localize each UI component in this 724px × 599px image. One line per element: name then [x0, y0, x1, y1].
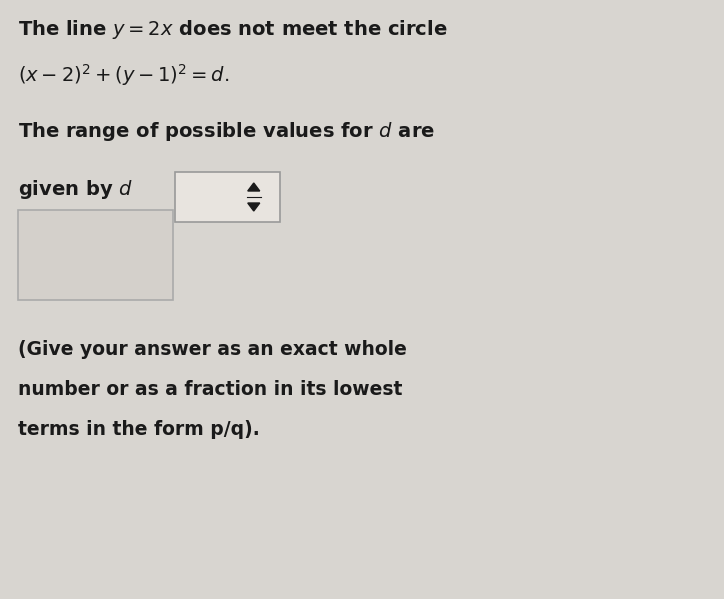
- Text: given by $d$: given by $d$: [18, 178, 133, 201]
- Text: number or as a fraction in its lowest: number or as a fraction in its lowest: [18, 380, 403, 399]
- Text: (Give your answer as an exact whole: (Give your answer as an exact whole: [18, 340, 407, 359]
- Text: terms in the form p/q).: terms in the form p/q).: [18, 420, 260, 439]
- Polygon shape: [248, 183, 260, 191]
- Text: The range of possible values for $d$ are: The range of possible values for $d$ are: [18, 120, 435, 143]
- Polygon shape: [248, 203, 260, 211]
- Bar: [175, 172, 280, 222]
- Bar: [18, 210, 173, 300]
- Text: $(x - 2)^2 + (y - 1)^2 = d.$: $(x - 2)^2 + (y - 1)^2 = d.$: [18, 62, 230, 88]
- Text: The line $y = 2x$ does not meet the circle: The line $y = 2x$ does not meet the circ…: [18, 18, 447, 41]
